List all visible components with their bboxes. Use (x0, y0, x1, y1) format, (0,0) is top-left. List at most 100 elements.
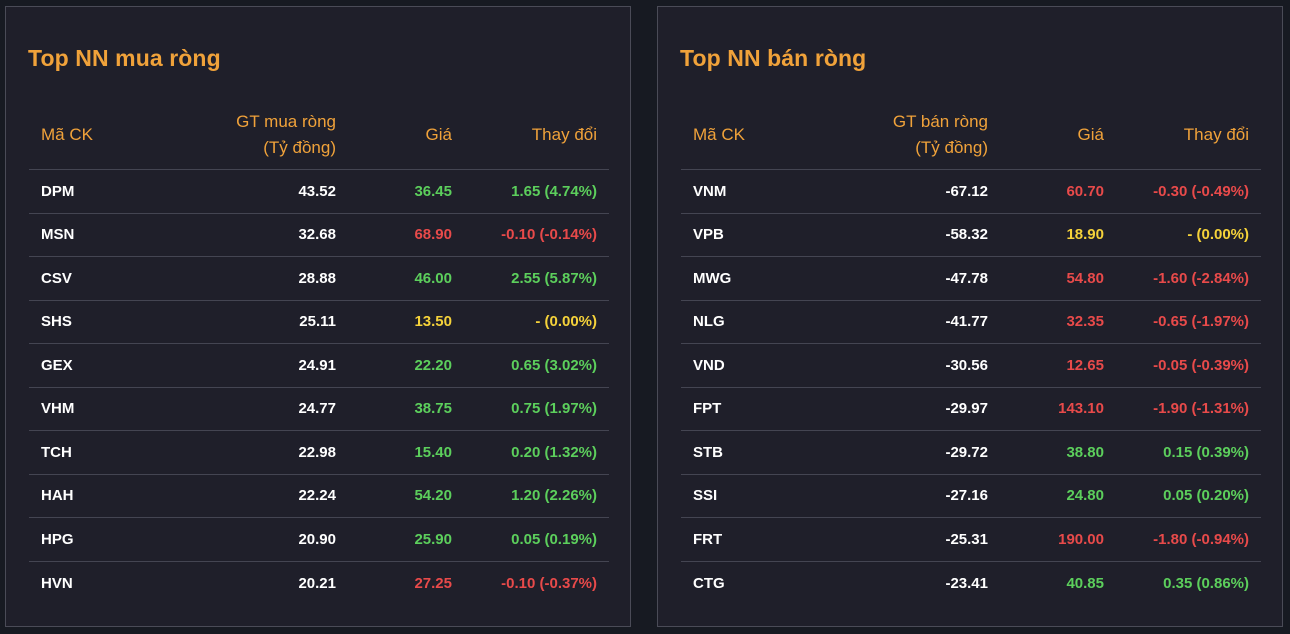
table-row[interactable]: VNM -67.12 60.70 -0.30 (-0.49%) (681, 170, 1261, 214)
header-net-value-line2: (Tỷ đồng) (915, 138, 988, 157)
header-price[interactable]: Giá (425, 125, 452, 144)
table-row[interactable]: VND -30.56 12.65 -0.05 (-0.39%) (681, 344, 1261, 388)
price-cell: 18.90 (1066, 226, 1104, 244)
net-value-cell: 22.98 (298, 443, 336, 461)
price-cell: 46.00 (414, 269, 452, 287)
table-row[interactable]: HPG 20.90 25.90 0.05 (0.19%) (29, 518, 609, 562)
change-cell: 0.35 (0.86%) (1163, 574, 1249, 592)
change-cell: 0.05 (0.20%) (1163, 487, 1249, 505)
price-cell: 54.20 (414, 487, 452, 505)
change-cell: 0.05 (0.19%) (511, 530, 597, 548)
change-cell: 0.20 (1.32%) (511, 443, 597, 461)
net-value-cell: -29.97 (945, 400, 988, 418)
net-value-cell: 43.52 (298, 182, 336, 200)
price-cell: 38.80 (1066, 443, 1104, 461)
price-cell: 24.80 (1066, 487, 1104, 505)
table-row[interactable]: GEX 24.91 22.20 0.65 (3.02%) (29, 344, 609, 388)
symbol-cell: HAH (41, 487, 74, 505)
header-net-value[interactable]: GT bán ròng (Tỷ đồng) (801, 101, 988, 169)
table-row[interactable]: VPB -58.32 18.90 - (0.00%) (681, 214, 1261, 257)
price-cell: 13.50 (414, 313, 452, 331)
header-symbol[interactable]: Mã CK (41, 125, 93, 144)
change-cell: 1.20 (2.26%) (511, 487, 597, 505)
header-net-value-line1: GT bán ròng (892, 112, 988, 131)
table-body: DPM 43.52 36.45 1.65 (4.74%) MSN 32.68 68.90 -0… (29, 170, 609, 605)
symbol-cell: DPM (41, 182, 75, 200)
change-cell: -0.10 (-0.37%) (501, 574, 597, 592)
change-cell: 2.55 (5.87%) (511, 269, 597, 287)
symbol-cell: NLG (693, 313, 725, 331)
symbol-cell: STB (693, 443, 723, 461)
table-row[interactable]: MWG -47.78 54.80 -1.60 (-2.84%) (681, 257, 1261, 301)
net-value-cell: 20.21 (298, 574, 336, 592)
header-net-value-line1: GT mua ròng (236, 112, 336, 131)
table-row[interactable]: MSN 32.68 68.90 -0.10 (-0.14%) (29, 214, 609, 257)
table-row[interactable]: FRT -25.31 190.00 -1.80 (-0.94%) (681, 518, 1261, 562)
price-cell: 22.20 (414, 356, 452, 374)
table-row[interactable]: HAH 22.24 54.20 1.20 (2.26%) (29, 475, 609, 518)
change-cell: -1.80 (-0.94%) (1153, 530, 1249, 548)
table-row[interactable]: CSV 28.88 46.00 2.55 (5.87%) (29, 257, 609, 301)
symbol-cell: VNM (693, 182, 727, 200)
price-cell: 60.70 (1066, 182, 1104, 200)
header-net-value-line2: (Tỷ đồng) (263, 138, 336, 157)
table-row[interactable]: NLG -41.77 32.35 -0.65 (-1.97%) (681, 301, 1261, 344)
symbol-cell: GEX (41, 356, 73, 374)
foreign-net-sell-panel: Top NN bán ròng Mã CK GT bán ròng (Tỷ đồ… (657, 6, 1283, 627)
change-cell: 1.65 (4.74%) (511, 182, 597, 200)
change-cell: -0.65 (-1.97%) (1153, 313, 1249, 331)
header-symbol[interactable]: Mã CK (693, 125, 745, 144)
price-cell: 38.75 (414, 400, 452, 418)
net-value-cell: 24.77 (298, 400, 336, 418)
price-cell: 27.25 (414, 574, 452, 592)
symbol-cell: HVN (41, 574, 73, 592)
price-cell: 68.90 (414, 226, 452, 244)
net-value-cell: -23.41 (945, 574, 988, 592)
change-cell: - (0.00%) (535, 313, 597, 331)
table-row[interactable]: SHS 25.11 13.50 - (0.00%) (29, 301, 609, 344)
net-value-cell: -47.78 (945, 269, 988, 287)
change-cell: -0.30 (-0.49%) (1153, 182, 1249, 200)
price-cell: 54.80 (1066, 269, 1104, 287)
table-header: Mã CK GT mua ròng (Tỷ đồng) Giá Thay đổi (29, 101, 609, 170)
symbol-cell: CSV (41, 269, 72, 287)
symbol-cell: FRT (693, 530, 723, 548)
change-cell: -1.60 (-2.84%) (1153, 269, 1249, 287)
price-cell: 12.65 (1066, 356, 1104, 374)
header-change[interactable]: Thay đổi (531, 125, 597, 144)
net-value-cell: 20.90 (298, 530, 336, 548)
table-row[interactable]: DPM 43.52 36.45 1.65 (4.74%) (29, 170, 609, 214)
symbol-cell: SSI (693, 487, 718, 505)
symbol-cell: FPT (693, 400, 722, 418)
symbol-cell: HPG (41, 530, 74, 548)
table-body: VNM -67.12 60.70 -0.30 (-0.49%) VPB -58.32 18.… (681, 170, 1261, 605)
net-value-cell: 28.88 (298, 269, 336, 287)
table-row[interactable]: HVN 20.21 27.25 -0.10 (-0.37%) (29, 562, 609, 606)
header-change[interactable]: Thay đổi (1183, 125, 1249, 144)
table-row[interactable]: STB -29.72 38.80 0.15 (0.39%) (681, 431, 1261, 475)
change-cell: -0.10 (-0.14%) (501, 226, 597, 244)
symbol-cell: SHS (41, 313, 72, 331)
table-row[interactable]: SSI -27.16 24.80 0.05 (0.20%) (681, 475, 1261, 518)
header-net-value[interactable]: GT mua ròng (Tỷ đồng) (149, 101, 336, 169)
price-cell: 40.85 (1066, 574, 1104, 592)
symbol-cell: VPB (693, 226, 724, 244)
panel-title: Top NN bán ròng (680, 45, 867, 71)
table-row[interactable]: FPT -29.97 143.10 -1.90 (-1.31%) (681, 388, 1261, 431)
symbol-cell: VND (693, 356, 725, 374)
table-row[interactable]: TCH 22.98 15.40 0.20 (1.32%) (29, 431, 609, 475)
change-cell: -1.90 (-1.31%) (1153, 400, 1249, 418)
table-row[interactable]: VHM 24.77 38.75 0.75 (1.97%) (29, 388, 609, 431)
net-sell-table: Mã CK GT bán ròng (Tỷ đồng) Giá Thay đổi… (681, 101, 1261, 605)
change-cell: 0.75 (1.97%) (511, 400, 597, 418)
net-buy-table: Mã CK GT mua ròng (Tỷ đồng) Giá Thay đổi… (29, 101, 609, 605)
foreign-net-buy-panel: Top NN mua ròng Mã CK GT mua ròng (Tỷ đồ… (5, 6, 631, 627)
net-value-cell: 32.68 (298, 226, 336, 244)
header-price[interactable]: Giá (1077, 125, 1104, 144)
symbol-cell: TCH (41, 443, 72, 461)
panel-title: Top NN mua ròng (28, 45, 221, 71)
symbol-cell: CTG (693, 574, 725, 592)
change-cell: 0.65 (3.02%) (511, 356, 597, 374)
table-row[interactable]: CTG -23.41 40.85 0.35 (0.86%) (681, 562, 1261, 606)
net-value-cell: -29.72 (945, 443, 988, 461)
